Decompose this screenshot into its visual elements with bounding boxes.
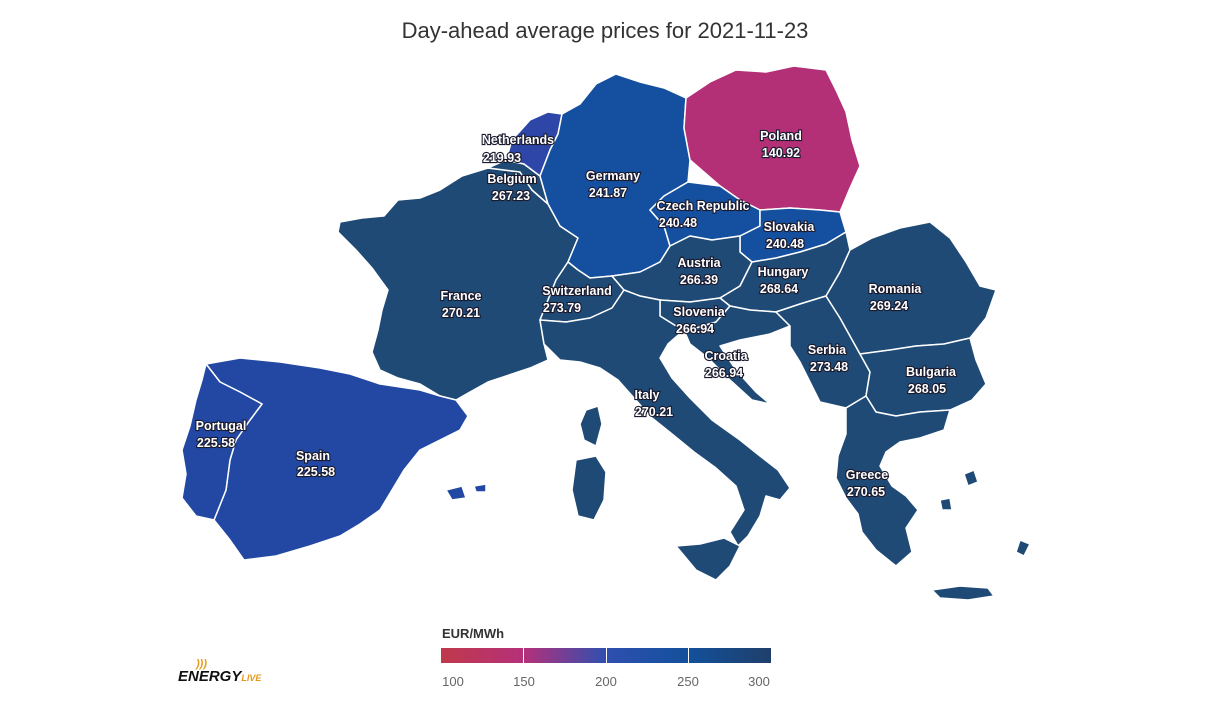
label-croatia: Croatia 266.94	[703, 348, 749, 381]
country-price: 270.21	[635, 405, 673, 419]
country-portugal[interactable]	[181, 363, 263, 521]
label-italy: Italy 270.21	[633, 387, 674, 420]
legend-tick-label: 100	[442, 674, 464, 689]
country-name: Slovenia	[673, 305, 725, 319]
island-sardinia	[571, 455, 607, 521]
island-rhodes	[1015, 539, 1031, 557]
signal-waves-icon: )))	[196, 658, 207, 670]
country-price: 273.79	[543, 301, 581, 315]
country-name: Greece	[846, 468, 888, 482]
legend-tick-label: 250	[677, 674, 699, 689]
legend-tick-label: 200	[595, 674, 617, 689]
island-balearic-1	[445, 485, 467, 501]
island-balearic-2	[473, 483, 487, 493]
country-name: France	[441, 289, 482, 303]
country-name: Germany	[586, 169, 640, 183]
country-name: Poland	[760, 129, 802, 143]
logo-sub-text: LIVE	[241, 673, 262, 683]
label-switzerland: Switzerland 273.79	[541, 283, 613, 316]
country-price: 270.21	[442, 306, 480, 320]
logo-main-text: ENERGY	[178, 668, 242, 685]
island-corsica	[579, 405, 603, 447]
country-name: Belgium	[487, 172, 536, 186]
map-title: Day-ahead average prices for 2021-11-23	[401, 18, 809, 43]
country-name: Spain	[296, 449, 330, 463]
label-portugal: Portugal 225.58	[195, 418, 248, 451]
legend-tick-separator	[523, 648, 524, 663]
country-name: Switzerland	[542, 284, 611, 298]
country-price: 240.48	[659, 216, 697, 230]
country-price: 268.64	[760, 282, 798, 296]
country-greece[interactable]	[835, 395, 951, 567]
label-slovenia: Slovenia 266.94	[672, 304, 727, 337]
country-price: 270.65	[847, 485, 885, 499]
country-name: Romania	[869, 282, 923, 296]
island-aegean-1	[963, 469, 979, 487]
label-hungary: Hungary 268.64	[757, 264, 810, 297]
label-belgium: Belgium 267.23	[486, 171, 538, 204]
country-price: 266.39	[680, 273, 718, 287]
country-name: Croatia	[704, 349, 748, 363]
legend-tick-label: 300	[748, 674, 770, 689]
label-greece: Greece 270.65	[845, 467, 890, 500]
country-price: 240.48	[766, 237, 804, 251]
country-name: Bulgaria	[906, 365, 957, 379]
island-aegean-2	[939, 497, 953, 511]
country-price: 225.58	[297, 465, 335, 479]
legend-tick-label: 150	[513, 674, 535, 689]
country-name: Austria	[677, 256, 721, 270]
legend-unit: EUR/MWh	[442, 626, 505, 641]
country-croatia[interactable]	[683, 305, 791, 405]
country-name: Slovakia	[764, 220, 816, 234]
legend-tick-separator	[688, 648, 689, 663]
country-price: 219.93	[483, 151, 521, 165]
country-italy[interactable]	[539, 289, 791, 547]
label-czech-republic: Czech Republic 240.48	[655, 198, 750, 231]
country-name: Portugal	[196, 419, 247, 433]
label-poland: Poland 140.92	[759, 128, 803, 161]
country-name: Czech Republic	[656, 199, 749, 213]
country-name: Hungary	[758, 265, 809, 279]
label-austria: Austria 266.39	[676, 255, 722, 288]
label-spain: Spain 225.58	[295, 448, 336, 480]
country-price: 267.23	[492, 189, 530, 203]
country-name: Serbia	[808, 343, 847, 357]
label-romania: Romania 269.24	[868, 281, 924, 314]
label-netherlands: Netherlands 219.93	[481, 132, 555, 166]
country-price: 140.92	[762, 146, 800, 160]
country-price: 241.87	[589, 186, 627, 200]
label-serbia: Serbia 273.48	[807, 342, 849, 375]
country-name: Netherlands	[482, 133, 554, 147]
country-price: 273.48	[810, 360, 848, 374]
energy-live-logo: ))) ENERGYLIVE	[178, 658, 262, 685]
legend-tick-separator	[606, 648, 607, 663]
label-france: France 270.21	[439, 288, 482, 321]
label-slovakia: Slovakia 240.48	[763, 219, 817, 252]
country-price: 225.58	[197, 436, 235, 450]
island-crete	[931, 585, 995, 601]
country-price: 268.05	[908, 382, 946, 396]
label-germany: Germany 241.87	[585, 168, 641, 201]
country-name: Italy	[634, 388, 659, 402]
label-bulgaria: Bulgaria 268.05	[905, 364, 958, 397]
country-price: 269.24	[870, 299, 908, 313]
island-sicily	[675, 537, 741, 581]
country-price: 266.94	[705, 366, 743, 380]
country-price: 266.94	[676, 322, 714, 336]
